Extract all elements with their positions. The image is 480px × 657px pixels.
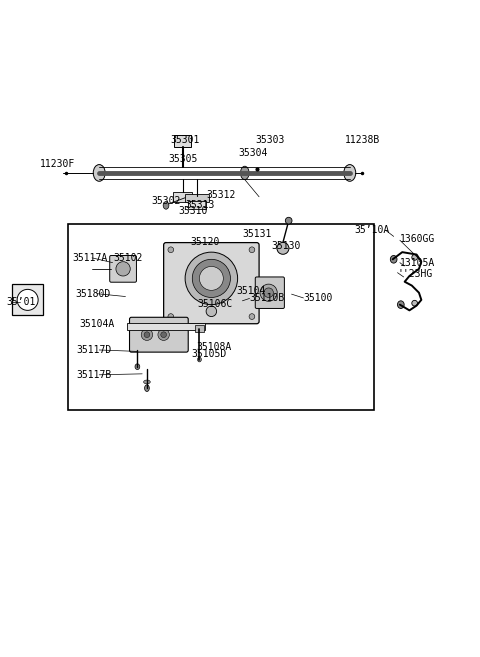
Text: 35120: 35120 — [190, 237, 219, 246]
Bar — [185, 194, 209, 202]
Text: 35’01: 35’01 — [6, 297, 36, 307]
Text: 35303: 35303 — [255, 135, 285, 145]
Ellipse shape — [412, 254, 418, 260]
Text: 35’10A: 35’10A — [355, 225, 390, 235]
Bar — [195, 325, 204, 332]
Ellipse shape — [144, 380, 150, 384]
Text: 35313: 35313 — [185, 200, 215, 210]
Bar — [12, 284, 43, 315]
Circle shape — [161, 332, 167, 338]
Text: 35117D: 35117D — [77, 345, 112, 355]
Text: ''23HG: ''23HG — [397, 269, 433, 279]
Text: 35104: 35104 — [236, 286, 265, 296]
Circle shape — [116, 261, 130, 276]
Ellipse shape — [412, 300, 418, 306]
Circle shape — [264, 288, 274, 298]
Circle shape — [141, 329, 153, 340]
Text: 35105D: 35105D — [192, 349, 227, 359]
Bar — [189, 200, 205, 209]
Bar — [174, 135, 192, 147]
FancyBboxPatch shape — [110, 256, 136, 283]
Text: 1360GG: 1360GG — [400, 234, 435, 244]
Text: 35301: 35301 — [171, 135, 200, 145]
Ellipse shape — [277, 242, 289, 254]
Circle shape — [249, 313, 255, 319]
Text: 35302: 35302 — [152, 196, 181, 206]
Bar — [173, 192, 192, 202]
Text: 35110B: 35110B — [250, 294, 285, 304]
Circle shape — [249, 247, 255, 253]
Text: 35104A: 35104A — [79, 319, 114, 328]
Circle shape — [17, 289, 38, 310]
Circle shape — [144, 332, 150, 338]
Text: 35131: 35131 — [242, 229, 272, 240]
Text: 13105A: 13105A — [400, 258, 435, 267]
Text: 11230F: 11230F — [39, 159, 75, 169]
FancyBboxPatch shape — [255, 277, 284, 308]
Text: 35117B: 35117B — [77, 370, 112, 380]
Text: 35117A: 35117A — [72, 253, 107, 263]
Ellipse shape — [144, 385, 149, 392]
Circle shape — [168, 247, 174, 253]
Circle shape — [158, 329, 169, 340]
Ellipse shape — [198, 357, 201, 362]
Ellipse shape — [390, 256, 397, 263]
Text: 35180D: 35180D — [75, 288, 110, 299]
Circle shape — [185, 252, 238, 305]
Circle shape — [199, 267, 223, 290]
Ellipse shape — [93, 164, 105, 181]
Text: 35304: 35304 — [239, 148, 268, 158]
Circle shape — [192, 260, 230, 298]
Text: 35106C: 35106C — [197, 299, 232, 309]
FancyBboxPatch shape — [130, 317, 188, 352]
FancyBboxPatch shape — [164, 242, 259, 324]
Ellipse shape — [344, 164, 356, 181]
Ellipse shape — [163, 202, 169, 209]
Ellipse shape — [206, 306, 216, 317]
Ellipse shape — [240, 166, 249, 179]
Text: 35108A: 35108A — [196, 342, 231, 351]
Text: 35305: 35305 — [168, 154, 198, 164]
Circle shape — [260, 284, 277, 302]
Ellipse shape — [397, 301, 404, 308]
Text: 35312: 35312 — [206, 191, 236, 200]
Bar — [127, 323, 205, 330]
Text: 35310: 35310 — [178, 206, 207, 216]
Text: 11238B: 11238B — [345, 135, 380, 145]
Text: 35102: 35102 — [114, 253, 143, 263]
Circle shape — [168, 313, 174, 319]
Text: 35100: 35100 — [303, 293, 333, 303]
Ellipse shape — [135, 364, 140, 369]
Ellipse shape — [285, 217, 292, 224]
Text: 35130: 35130 — [271, 241, 300, 252]
